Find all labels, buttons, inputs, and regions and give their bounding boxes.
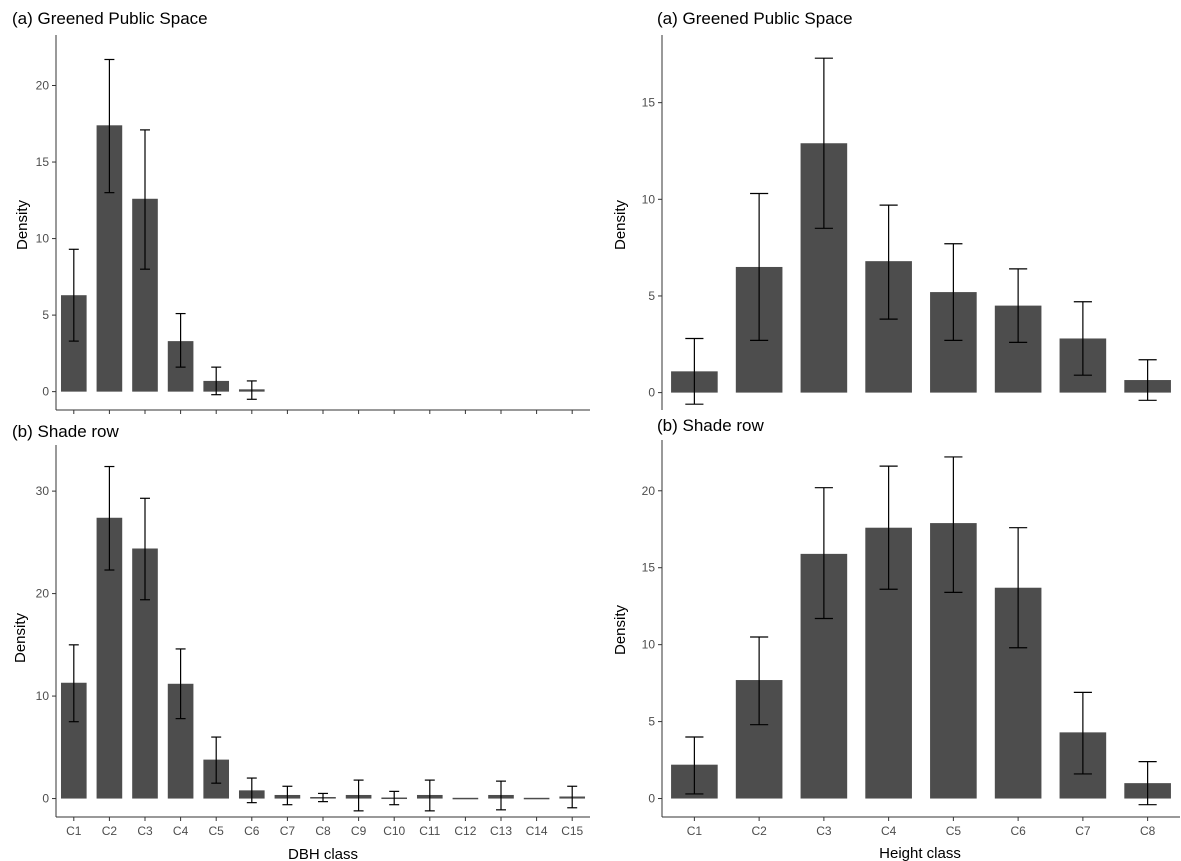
x-tick-label: C3 xyxy=(137,824,153,838)
x-tick-label: C13 xyxy=(490,824,512,838)
y-tick-label: 20 xyxy=(642,484,656,498)
x-tick-label: C4 xyxy=(173,824,189,838)
x-tick-label: C1 xyxy=(687,824,703,838)
x-tick-label: C4 xyxy=(881,824,897,838)
x-tick-label: C1 xyxy=(66,824,82,838)
y-tick-label: 15 xyxy=(36,155,50,169)
x-tick-label: C8 xyxy=(1140,824,1156,838)
y-tick-label: 0 xyxy=(648,386,655,400)
panel-title: (a) Greened Public Space xyxy=(657,9,853,28)
x-tick-label: C2 xyxy=(102,824,118,838)
panel-dbh-greened-public-space: (a) Greened Public Space Density 0 5 10 15 2… xyxy=(12,9,590,414)
x-tick-label: C9 xyxy=(351,824,367,838)
x-tick-label: C8 xyxy=(315,824,331,838)
x-tick-label: C7 xyxy=(1075,824,1091,838)
x-tick-label: C6 xyxy=(244,824,260,838)
x-tick-label: C10 xyxy=(383,824,405,838)
y-tick-label: 10 xyxy=(36,689,50,703)
y-tick-label: 10 xyxy=(642,192,656,206)
y-axis-title: Density xyxy=(14,199,31,250)
x-tick-label: C7 xyxy=(280,824,296,838)
x-tick-label: C5 xyxy=(946,824,962,838)
y-tick-label: 10 xyxy=(642,638,656,652)
y-axis-title: Density xyxy=(612,199,629,250)
y-tick-label: 10 xyxy=(36,232,50,246)
x-tick-label: C3 xyxy=(816,824,832,838)
x-tick-label: C5 xyxy=(209,824,225,838)
x-tick-label: C6 xyxy=(1010,824,1026,838)
y-tick-label: 5 xyxy=(648,715,655,729)
y-axis-title: Density xyxy=(12,612,29,663)
x-axis-title: DBH class xyxy=(288,846,358,861)
y-tick-label: 5 xyxy=(42,308,49,322)
panel-title: (b) Shade row xyxy=(12,422,119,441)
y-tick-label: 15 xyxy=(642,96,656,110)
y-tick-label: 30 xyxy=(36,484,50,498)
panel-height-shade-row: (b) Shade row Density Height class 0 5 10 1… xyxy=(612,416,1180,861)
panel-title: (b) Shade row xyxy=(657,416,764,435)
x-tick-label: C12 xyxy=(454,824,476,838)
x-axis-title: Height class xyxy=(879,845,961,861)
y-tick-label: 20 xyxy=(36,79,50,93)
panel-height-greened-public-space: (a) Greened Public Space Density 0 5 10 15 xyxy=(612,9,1171,410)
x-tick-label: C14 xyxy=(526,824,548,838)
y-tick-label: 20 xyxy=(36,587,50,601)
y-tick-label: 0 xyxy=(42,792,49,806)
y-tick-label: 15 xyxy=(642,561,656,575)
y-tick-label: 5 xyxy=(648,289,655,303)
y-tick-label: 0 xyxy=(42,385,49,399)
panel-title: (a) Greened Public Space xyxy=(12,9,208,28)
x-tick-label: C11 xyxy=(419,824,440,838)
x-tick-label: C15 xyxy=(561,824,583,838)
y-tick-label: 0 xyxy=(648,792,655,806)
panel-dbh-shade-row: (b) Shade row Density DBH class 0 10 20 30 C… xyxy=(12,422,590,861)
bar xyxy=(452,797,479,800)
y-axis-title: Density xyxy=(612,604,629,655)
bar xyxy=(523,797,550,800)
x-tick-label: C2 xyxy=(751,824,767,838)
